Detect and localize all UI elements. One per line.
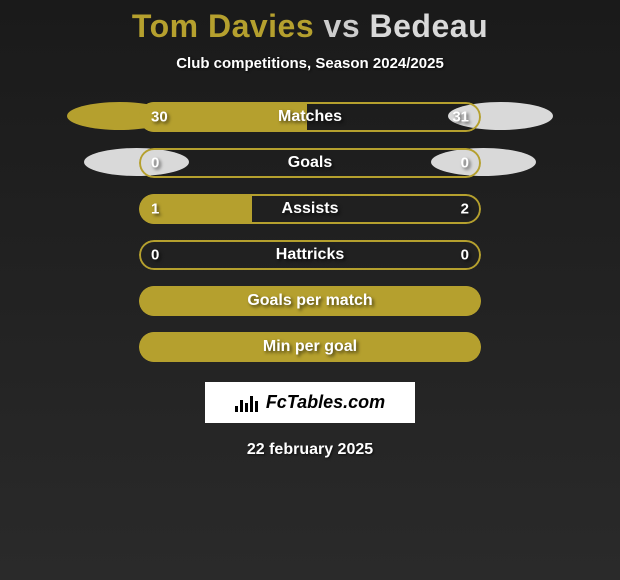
bar-label: Assists <box>282 200 339 218</box>
bar-label: Goals <box>288 154 332 172</box>
footer-date: 22 february 2025 <box>247 441 373 459</box>
stat-bar: 0 0 Hattricks <box>139 240 481 270</box>
bar-value-right: 0 <box>461 155 469 172</box>
stat-bar: Min per goal <box>139 332 481 362</box>
stat-bar: 1 2 Assists <box>139 194 481 224</box>
bars-area: 30 31 Matches 0 0 Goals 1 2 Assists 0 0 Hattricks Go… <box>139 102 481 362</box>
bar-value-right: 31 <box>452 109 469 126</box>
chart-icon <box>235 394 258 412</box>
bar-value-left: 0 <box>151 247 159 264</box>
bar-value-left: 0 <box>151 155 159 172</box>
watermark-text: FcTables.com <box>266 392 385 413</box>
player-left-name: Tom Davies <box>132 8 314 44</box>
stat-bar: Goals per match <box>139 286 481 316</box>
vs-label: vs <box>324 8 361 44</box>
bar-value-right: 2 <box>461 201 469 218</box>
bar-value-right: 0 <box>461 247 469 264</box>
bar-label: Hattricks <box>276 246 344 264</box>
bar-label: Min per goal <box>263 338 357 356</box>
stat-bar: 0 0 Goals <box>139 148 481 178</box>
bars-wrapper: 30 31 Matches 0 0 Goals 1 2 Assists 0 0 Hattricks Go… <box>139 102 481 362</box>
bar-value-left: 30 <box>151 109 168 126</box>
title: Tom Davies vs Bedeau <box>132 8 488 45</box>
bar-value-left: 1 <box>151 201 159 218</box>
watermark: FcTables.com <box>205 382 415 423</box>
bar-label: Matches <box>278 108 342 126</box>
bar-label: Goals per match <box>247 292 372 310</box>
comparison-infographic: Tom Davies vs Bedeau Club competitions, … <box>0 0 620 580</box>
player-right-name: Bedeau <box>370 8 489 44</box>
subtitle: Club competitions, Season 2024/2025 <box>176 55 444 72</box>
stat-bar: 30 31 Matches <box>139 102 481 132</box>
